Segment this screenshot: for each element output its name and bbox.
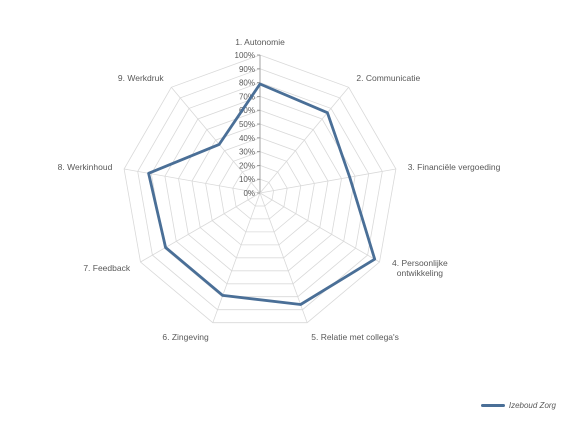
tick-label: 0%	[243, 189, 255, 198]
axis-spoke	[212, 192, 261, 323]
tick-label: 60%	[239, 106, 255, 115]
tick-label: 100%	[235, 51, 255, 60]
legend-label: Izeboud Zorg	[508, 401, 556, 410]
legend: Izeboud Zorg	[480, 401, 556, 410]
axis-spoke	[140, 192, 261, 263]
category-label: 4. Persoonlijke ontwikkeling	[392, 258, 448, 278]
series-line	[147, 82, 377, 306]
axis-spoke	[124, 168, 261, 194]
grid-ring	[245, 178, 275, 207]
grid-ring	[218, 151, 302, 233]
category-label: 1. Autonomie	[235, 37, 285, 47]
radar-category-labels: 1. Autonomie 2. Communicatie 3. Financiële…	[58, 37, 501, 342]
radar-series	[147, 82, 377, 306]
grid-ring	[123, 54, 397, 324]
grid-ring	[150, 82, 370, 298]
radar-tick-labels: 0% 10% 20% 30% 40% 50% 60% 70% 80% 90% 100%	[235, 51, 255, 198]
tick-label: 30%	[239, 148, 255, 157]
tick-label: 20%	[239, 161, 255, 170]
category-label: 9. Werkdruk	[118, 73, 164, 83]
tick-label: 40%	[239, 134, 255, 143]
axis-spoke	[259, 192, 308, 323]
legend-swatch	[480, 404, 505, 407]
axis-spoke	[259, 87, 350, 194]
axis-spoke	[259, 192, 380, 263]
category-label: 8. Werkinhoud	[58, 162, 113, 172]
tick-label: 90%	[239, 65, 255, 74]
tick-label: 10%	[239, 175, 255, 184]
category-label: 3. Financiële vergoeding	[408, 162, 501, 172]
grid-ring	[232, 164, 288, 220]
tick-label: 70%	[239, 92, 255, 101]
category-label: 6. Zingeving	[162, 332, 209, 342]
grid-ring	[137, 68, 383, 311]
tick-label: 50%	[239, 120, 255, 129]
category-label: 5. Relatie met collega's	[311, 332, 399, 342]
axis-spoke	[259, 168, 396, 194]
category-label: 7. Feedback	[83, 263, 131, 273]
radar-axes	[124, 54, 396, 323]
axis-spoke	[170, 87, 261, 194]
grid-ring	[205, 137, 315, 246]
tick-label: 80%	[239, 79, 255, 88]
grid-ring	[191, 123, 329, 259]
category-label: 2. Communicatie	[356, 73, 420, 83]
